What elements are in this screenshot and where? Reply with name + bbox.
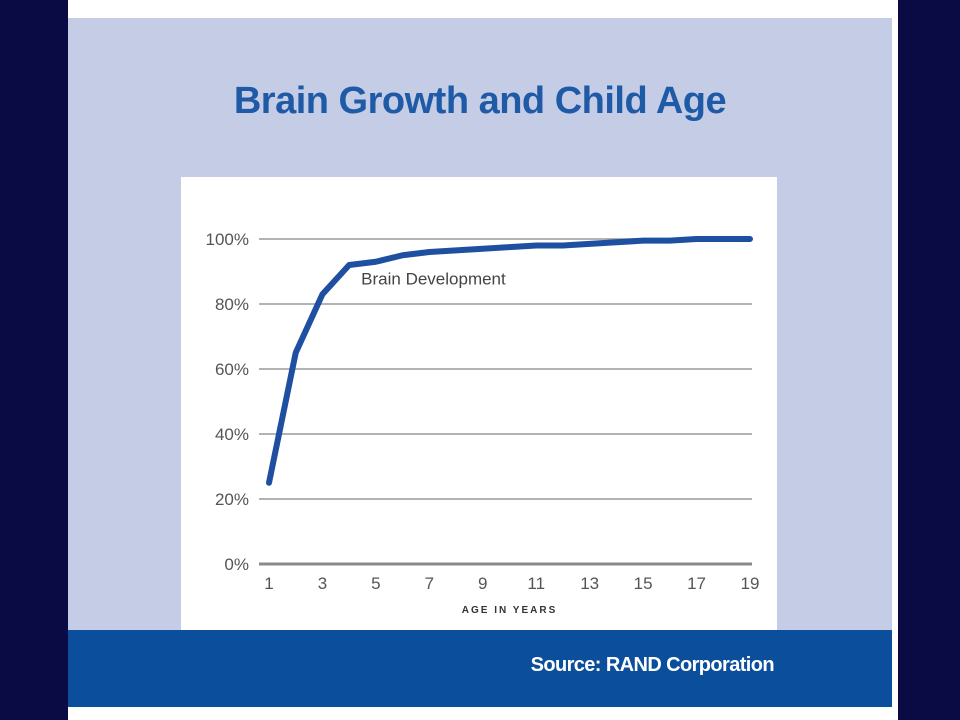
y-tick-label: 0% — [224, 555, 249, 574]
x-tick-label: 3 — [318, 574, 327, 593]
x-tick-label: 1 — [264, 574, 273, 593]
series-layer — [266, 236, 753, 486]
x-axis-label: AGE IN YEARS — [462, 605, 558, 616]
y-tick-label: 80% — [215, 295, 249, 314]
y-tick-label: 100% — [206, 230, 249, 249]
slide: Brain Growth and Child Age 0% 20% 40% 60% 80… — [68, 0, 898, 720]
x-tick-label: 17 — [687, 574, 706, 593]
x-tick-label: 19 — [741, 574, 760, 593]
y-tick-label: 40% — [215, 425, 249, 444]
y-tick-labels: 0% 20% 40% 60% 80% 100% — [206, 230, 249, 574]
x-tick-label: 5 — [371, 574, 380, 593]
x-tick-label: 13 — [580, 574, 599, 593]
x-tick-label: 11 — [527, 574, 545, 593]
y-tick-label: 60% — [215, 360, 249, 379]
footer-bar: Source: RAND Corporation — [68, 630, 892, 707]
y-tick-label: 20% — [215, 490, 249, 509]
x-tick-label: 15 — [634, 574, 653, 593]
x-tick-label: 9 — [478, 574, 487, 593]
source-credit: Source: RAND Corporation — [530, 654, 775, 676]
line-chart: 0%20%40%60%80%100% 1 3 5 7 9 11 13 15 17 19 Brain… — [206, 230, 760, 616]
series-annotation: Brain Development — [361, 270, 506, 289]
x-tick-labels: 1 3 5 7 9 11 13 15 17 19 — [264, 574, 759, 593]
slide-title: Brain Growth and Child Age — [233, 80, 727, 122]
chart-area: 0% 20% 40% 60% 80% 100% 1 3 5 7 9 11 13 15 17 19 Brain… — [181, 177, 777, 630]
x-tick-label: 7 — [425, 574, 434, 593]
series-line-0 — [266, 236, 753, 486]
